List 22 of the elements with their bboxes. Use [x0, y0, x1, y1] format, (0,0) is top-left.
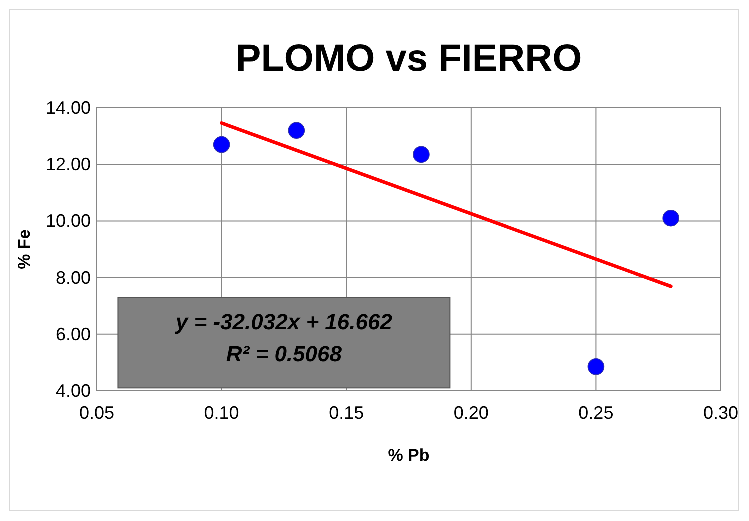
point: [413, 146, 430, 164]
x-tick-label: 0.20: [454, 403, 489, 423]
y-tick-label: 4.00: [56, 381, 91, 401]
y-tick-label: 8.00: [56, 268, 91, 288]
y-axis-title: % Fe: [15, 230, 34, 270]
point: [213, 136, 230, 154]
x-tick-label: 0.05: [79, 403, 115, 423]
x-axis-title: % Pb: [388, 446, 430, 465]
y-tick-label: 14.00: [46, 98, 91, 118]
y-tick-label: 12.00: [46, 154, 91, 175]
y-tick-label: 10.00: [46, 211, 91, 232]
x-tick-label: 0.25: [578, 403, 614, 423]
x-tick-label: 0.10: [204, 403, 240, 423]
y-tick-label: 6.00: [56, 324, 91, 344]
chart-title: PLOMO vs FIERRO: [236, 38, 582, 80]
point: [288, 122, 306, 140]
x-tick-label: 0.30: [703, 403, 739, 423]
point: [588, 358, 605, 376]
point: [662, 210, 680, 227]
x-tick-label: 0.15: [329, 403, 364, 423]
annotation: R² = 0.5068: [226, 342, 343, 367]
annotation: y = -32.032x + 16.662: [174, 310, 394, 335]
